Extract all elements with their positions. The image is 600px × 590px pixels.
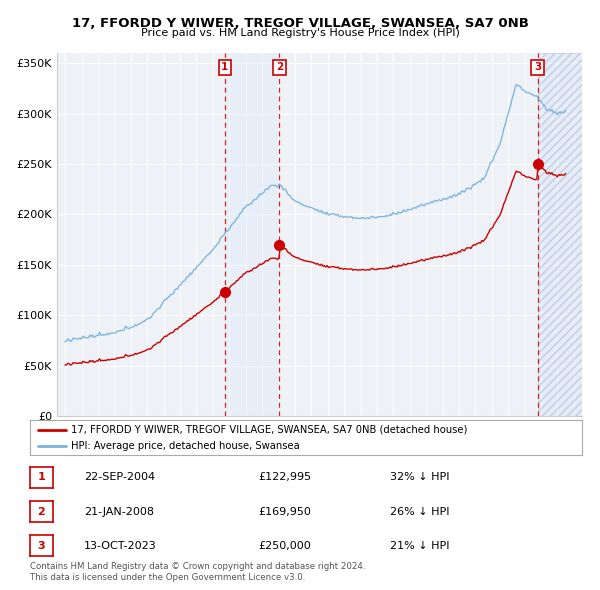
Text: £169,950: £169,950 [258, 507, 311, 516]
Bar [538, 53, 582, 416]
Text: 21% ↓ HPI: 21% ↓ HPI [390, 541, 449, 550]
Text: 32% ↓ HPI: 32% ↓ HPI [390, 473, 449, 482]
Text: 1: 1 [221, 62, 229, 72]
Text: 2: 2 [38, 507, 45, 516]
Text: Price paid vs. HM Land Registry's House Price Index (HPI): Price paid vs. HM Land Registry's House … [140, 28, 460, 38]
Text: 21-JAN-2008: 21-JAN-2008 [84, 507, 154, 516]
Text: Contains HM Land Registry data © Crown copyright and database right 2024.
This d: Contains HM Land Registry data © Crown c… [30, 562, 365, 582]
Text: 22-SEP-2004: 22-SEP-2004 [84, 473, 155, 482]
Text: 13-OCT-2023: 13-OCT-2023 [84, 541, 157, 550]
Text: 17, FFORDD Y WIWER, TREGOF VILLAGE, SWANSEA, SA7 0NB: 17, FFORDD Y WIWER, TREGOF VILLAGE, SWAN… [71, 17, 529, 30]
Text: 3: 3 [534, 62, 541, 72]
Text: £122,995: £122,995 [258, 473, 311, 482]
Bar [538, 53, 582, 416]
Text: 17, FFORDD Y WIWER, TREGOF VILLAGE, SWANSEA, SA7 0NB (detached house): 17, FFORDD Y WIWER, TREGOF VILLAGE, SWAN… [71, 425, 468, 435]
Text: 3: 3 [38, 541, 45, 550]
Text: 2: 2 [276, 62, 283, 72]
Text: 26% ↓ HPI: 26% ↓ HPI [390, 507, 449, 516]
Text: HPI: Average price, detached house, Swansea: HPI: Average price, detached house, Swan… [71, 441, 300, 451]
Text: 1: 1 [38, 473, 45, 482]
Bar [225, 53, 280, 416]
Text: £250,000: £250,000 [258, 541, 311, 550]
